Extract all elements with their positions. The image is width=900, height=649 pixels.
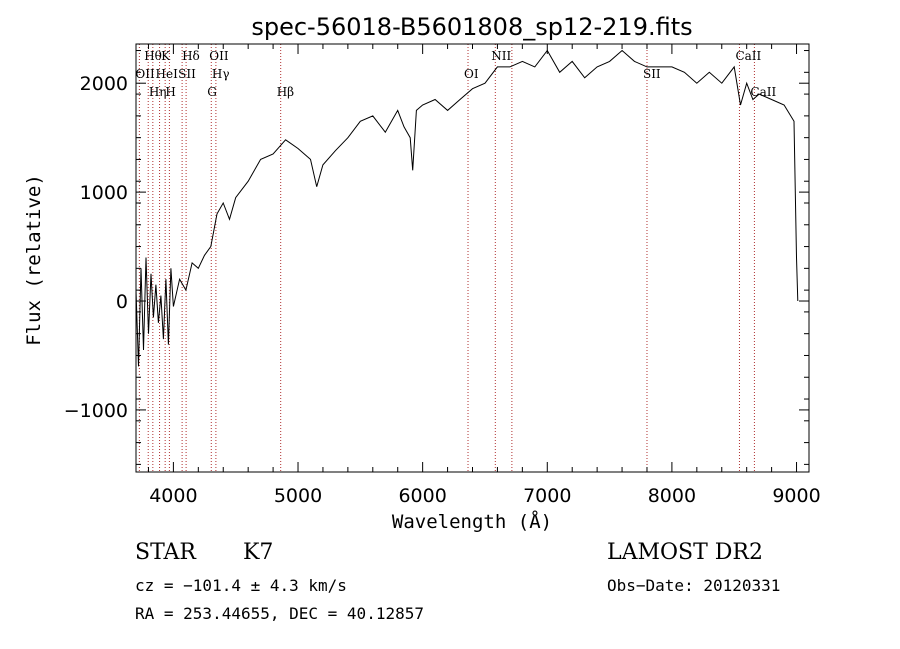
spectral-line-label: Hβ [277,85,294,99]
object-subclass: K7 [243,540,274,565]
spectral-line-label: OII [209,49,229,63]
spectral-line-label: CaII [750,85,776,99]
spectral-line-label: CaII [735,49,761,63]
chart-title: spec-56018-B5601808_sp12-219.fits [251,13,692,41]
x-tick-label: 7000 [523,485,571,507]
spectral-line-label: Hδ [182,49,200,63]
redshift-cz: cz = −101.4 ± 4.3 km/s [135,576,347,595]
x-axis-ticks: 4000 5000 6000 7000 8000 9000 [147,44,821,507]
plot-frame [135,43,810,473]
spectrum-line [135,49,799,367]
x-axis-label: Wavelength (Å) [392,510,552,533]
spectral-line-label: OI [464,67,479,81]
spectral-line-label: NII [491,49,511,63]
spectral-line-label: SII [178,67,196,81]
spectral-line-label: K [161,49,171,63]
line-markers [138,44,755,472]
x-tick-label: 4000 [149,485,197,507]
spectral-line-label: OII [135,67,155,81]
x-tick-label: 9000 [772,485,820,507]
spectral-line-label: Hγ [212,67,230,81]
object-class: STAR [135,540,196,565]
y-axis-label: Flux (relative) [23,174,45,346]
spectral-line-label: SII [643,67,661,81]
spectral-line-label: Hη [149,85,167,99]
observation-date: Obs−Date: 20120331 [607,576,781,595]
x-tick-label: 5000 [274,485,322,507]
y-axis-ticks: −1000 0 1000 2000 [64,50,809,465]
coordinates: RA = 253.44655, DEC = 40.12857 [135,604,424,623]
spectral-line-label: Hθ [144,49,162,63]
y-tick-label: −1000 [64,400,128,422]
y-tick-label: 1000 [80,182,128,204]
spectral-line-label: HeI [156,67,179,81]
y-tick-label: 0 [116,291,128,313]
y-tick-label: 2000 [80,73,128,95]
spectral-line-label: G [207,85,217,99]
survey-name: LAMOST DR2 [607,540,763,565]
x-tick-label: 6000 [398,485,446,507]
spectral-line-label: H [165,85,175,99]
x-tick-label: 8000 [648,485,696,507]
